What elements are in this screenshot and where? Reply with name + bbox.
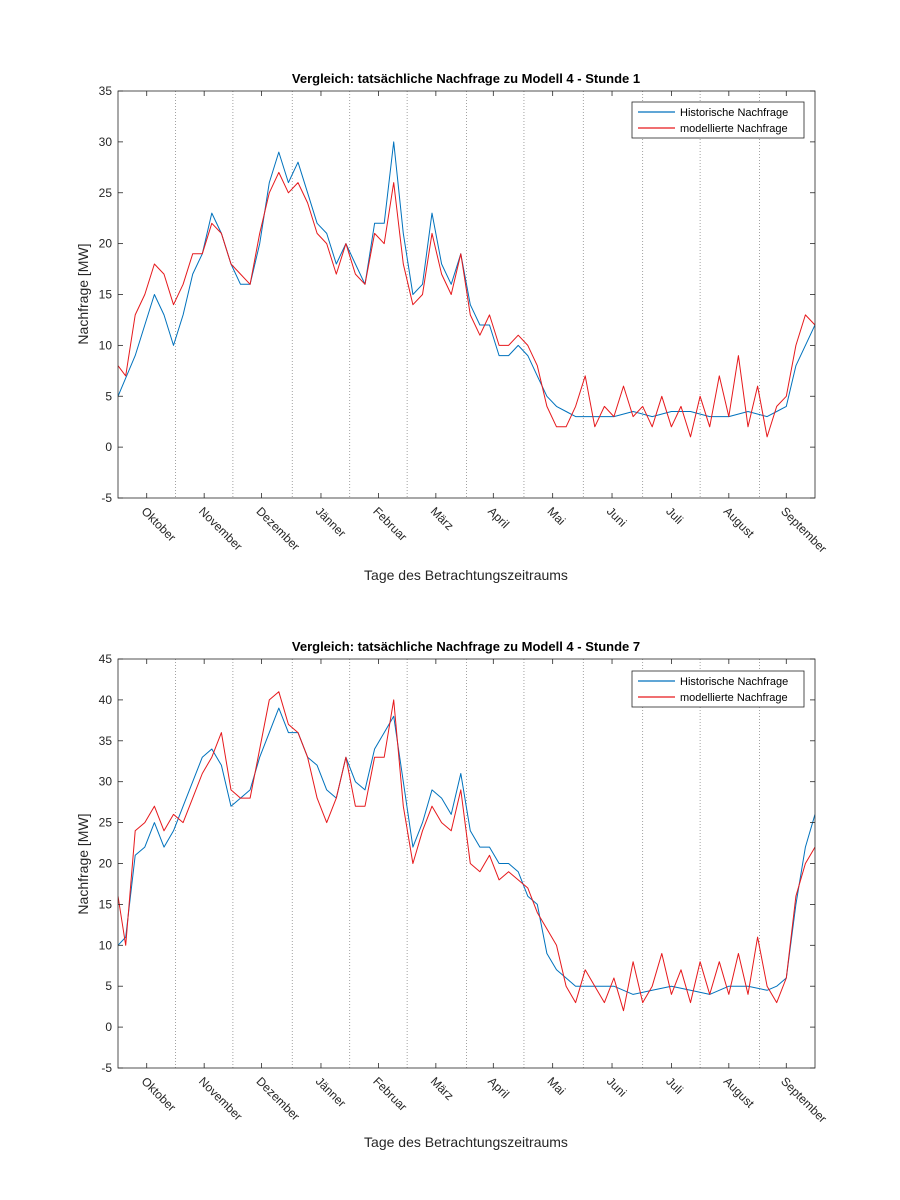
x-tick-label: Mai [545, 504, 569, 528]
x-tick-label: März [428, 1074, 457, 1103]
x-tick-label: August [721, 1074, 758, 1111]
series-line-modelliert [118, 691, 815, 1012]
legend-label-historische: Historische Nachfrage [680, 676, 788, 688]
x-tick-label: März [428, 504, 457, 533]
y-tick-label: -5 [101, 491, 112, 505]
y-tick-label: 15 [99, 897, 113, 911]
y-tick-label: 30 [99, 775, 113, 789]
y-tick-label: 5 [105, 979, 112, 993]
y-tick-label: 40 [99, 693, 113, 707]
x-tick-label: April [485, 504, 512, 531]
y-tick-label: 30 [99, 135, 113, 149]
y-tick-label: 0 [105, 440, 112, 454]
y-tick-label: 10 [99, 938, 113, 952]
y-axis-label: Nachfrage [MW] [75, 813, 91, 914]
x-tick-label: April [485, 1074, 512, 1101]
plot-area: -5 0 5 10 15 20 25 30 35 Oktober November Dezember J… [99, 84, 830, 556]
legend-box [631, 101, 805, 139]
chart-panel-stunde-1: Vergleich: tatsächliche Nachfrage zu Mod… [75, 71, 830, 583]
x-tick-label: Juni [604, 1074, 629, 1099]
legend: Historische Nachfrage modellierte Nachfr… [631, 101, 805, 139]
y-tick-label: 45 [99, 652, 113, 666]
x-tick-label: Jänner [313, 504, 349, 540]
x-tick-label: Mai [545, 1074, 569, 1098]
legend-label-modelliert: modellierte Nachfrage [680, 123, 788, 135]
y-tick-label: 35 [99, 734, 113, 748]
y-tick-label: -5 [101, 1061, 112, 1075]
x-tick-label: September [778, 1074, 829, 1125]
x-tick-label: Februar [370, 1074, 410, 1114]
x-tick-label: Oktober [139, 504, 179, 544]
legend: Historische Nachfrage modellierte Nachfr… [631, 670, 805, 708]
y-tick-label: 5 [105, 389, 112, 403]
y-tick-label: 15 [99, 288, 113, 302]
series-line-modelliert [118, 171, 815, 438]
plot-area: -5 0 5 10 15 20 25 30 35 40 45 Oktober November Dezem… [99, 652, 830, 1126]
x-tick-label: Juli [663, 504, 686, 527]
legend-label-historische: Historische Nachfrage [680, 107, 788, 119]
x-tick-label: Dezember [253, 504, 302, 553]
y-tick-label: 25 [99, 816, 113, 830]
y-tick-label: 0 [105, 1020, 112, 1034]
y-tick-label: 20 [99, 237, 113, 251]
y-tick-label: 20 [99, 857, 113, 871]
y-axis-label: Nachfrage [MW] [75, 243, 91, 344]
x-axis-label: Tage des Betrachtungszeitraums [364, 567, 568, 583]
x-tick-label: Dezember [253, 1074, 302, 1123]
x-axis-label: Tage des Betrachtungszeitraums [364, 1134, 568, 1150]
x-tick-label: Oktober [139, 1074, 179, 1114]
x-tick-label: November [196, 504, 245, 553]
chart-panel-stunde-7: Vergleich: tatsächliche Nachfrage zu Mod… [75, 639, 830, 1150]
y-tick-label: 10 [99, 338, 113, 352]
y-tick-label: 25 [99, 186, 113, 200]
chart-title: Vergleich: tatsächliche Nachfrage zu Mod… [292, 639, 640, 654]
x-tick-label: Juni [604, 504, 629, 529]
x-tick-label: Februar [370, 504, 410, 544]
legend-label-modelliert: modellierte Nachfrage [680, 692, 788, 704]
y-tick-label: 35 [99, 84, 113, 98]
series-line-historische [118, 707, 815, 995]
x-tick-label: November [196, 1074, 245, 1123]
x-tick-label: September [778, 504, 829, 555]
x-tick-label: Jänner [313, 1074, 349, 1110]
x-tick-label: August [721, 504, 758, 541]
x-tick-label: Juli [663, 1074, 686, 1097]
chart-title: Vergleich: tatsächliche Nachfrage zu Mod… [292, 71, 640, 86]
legend-box [631, 670, 805, 708]
